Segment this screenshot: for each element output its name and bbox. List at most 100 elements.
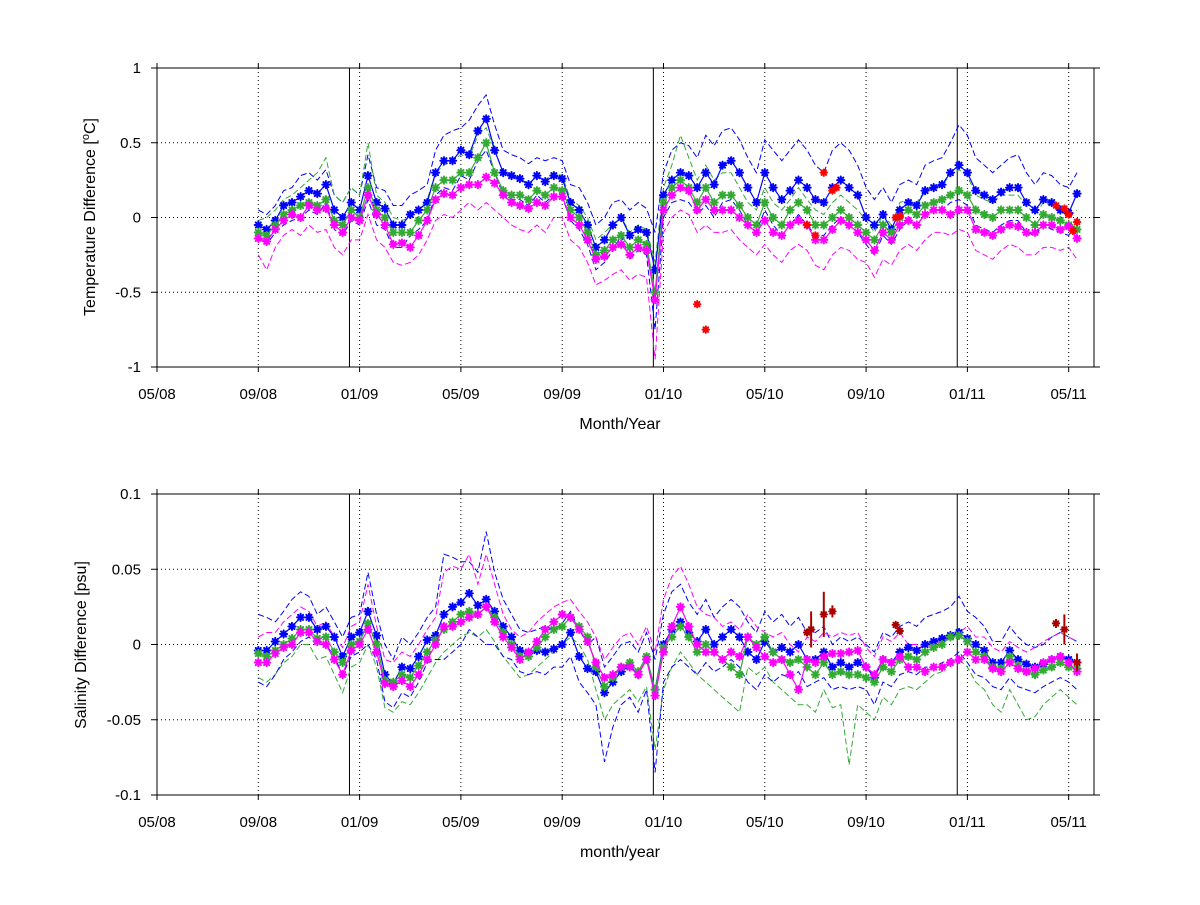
sal-xtick-label: 09/08 [240,814,278,831]
temp-series-point [802,205,812,215]
sal-series-point-stroke [280,630,288,638]
temp-series-point [388,220,398,230]
temp-series-point-stroke [381,221,389,229]
temp-series-point [929,183,939,193]
temp-series-point-stroke [963,169,971,177]
temp-series-point-stroke [837,176,845,184]
temp-series-point [819,235,829,245]
temp-red-point-stroke [812,232,819,239]
temp-series-point [540,190,550,200]
temp-series-point [338,220,348,230]
temp-series-point-stroke [735,213,744,222]
temp-series-point-stroke [803,184,811,192]
temp-series-point [616,230,626,241]
sal-series-point-stroke [263,646,271,655]
sal-series-point-stroke [288,634,296,643]
sal-series-point-stroke [550,645,558,653]
temp-series-point-stroke [322,204,330,213]
temp-series-point-stroke [347,199,355,207]
sal-series-point [929,662,939,672]
temp-ytick-label: 0 [133,210,141,227]
sal-series-point [473,600,483,610]
sal-series-point-stroke [398,677,406,685]
temp-series-point [988,212,998,223]
sal-series-point [979,654,989,665]
sal-series-point-stroke [862,674,870,682]
sal-series-point [760,632,770,642]
temp-series-point-stroke [432,196,440,204]
sal-series-point-stroke [845,671,853,679]
sal-series-point [996,666,1006,677]
sal-series-point-stroke [1022,668,1030,676]
temp-series-point [397,220,407,230]
temp-red-point [1072,217,1082,227]
temp-series-point-stroke [533,187,541,195]
temp-series-point-stroke [735,169,744,177]
temp-series-point [785,205,795,215]
temperature-x-ticks: 05/08 09/08 01/09 05/09 09/09 01/10 05/10 09/10… [138,63,1087,403]
temp-series-point-stroke [541,178,549,186]
temp-series-point-stroke [339,213,347,222]
temp-series-point-stroke [609,243,617,251]
temp-series-point [751,220,762,230]
temp-series-point [371,209,382,220]
temp-series-point [329,220,339,230]
temp-series-point-stroke [1031,206,1039,214]
sal-series-point [549,624,559,635]
sal-series-point [971,639,981,650]
temp-series-point [506,190,517,200]
sal-series-point-stroke [938,663,946,671]
sal-series-point-stroke [457,618,465,626]
sal-xtick-label: 05/10 [746,814,784,831]
sal-series-point [701,639,711,650]
sal-series-point [464,606,474,616]
temp-red-point [1051,201,1061,210]
sal-series-point-stroke [828,671,836,679]
sal-series-point-stroke [735,671,744,679]
temp-ytick-label: -1 [128,359,141,376]
temp-series-point [836,205,846,215]
sal-series-point-stroke [1039,659,1047,667]
temp-series-point-stroke [423,216,431,225]
temp-red-point-stroke [1065,211,1072,218]
sal-series-point [785,670,795,680]
temp-series-point [599,235,610,245]
sal-series-point [565,627,576,638]
sal-series-point [473,609,483,619]
temp-series-point [447,175,458,185]
sal-red-point [1051,619,1061,628]
temp-series-point [684,185,694,196]
sal-series-point [329,654,339,665]
temp-series-point-stroke [305,187,313,195]
temp-series-point-stroke [322,196,330,204]
sal-series-point-stroke [533,637,541,646]
temp-series-point [608,220,618,230]
sal-series-point [582,636,593,647]
temp-series-point [945,168,956,178]
temp-series-point-stroke [854,228,862,236]
temp-series-point [861,212,871,223]
sal-series-point-stroke [288,640,296,649]
sal-series-point [819,651,829,662]
sal-series-point-stroke [913,656,921,664]
sal-series-point-stroke [609,671,617,679]
temp-series-point-stroke [398,228,406,236]
temp-series-point [701,183,711,193]
temp-series-point [599,251,610,261]
temp-series-point-stroke [634,236,642,244]
temp-series-point-stroke [769,184,777,192]
temp-red-point [828,186,837,195]
temp-xtick-label: 05/08 [138,386,176,403]
temp-series-point [473,180,483,190]
temp-red-point [1068,226,1078,236]
temp-series-point-stroke [651,296,659,304]
temp-series-point [937,194,947,205]
sal-series-point-stroke [761,652,769,661]
sal-series-point-stroke [794,640,803,649]
temp-series-point [751,197,762,208]
sal-series-point [422,654,432,665]
temperature-y-axis-label-sup: o [80,134,92,140]
temp-series-point-stroke [533,199,541,207]
sal-series-point-stroke [406,665,414,673]
